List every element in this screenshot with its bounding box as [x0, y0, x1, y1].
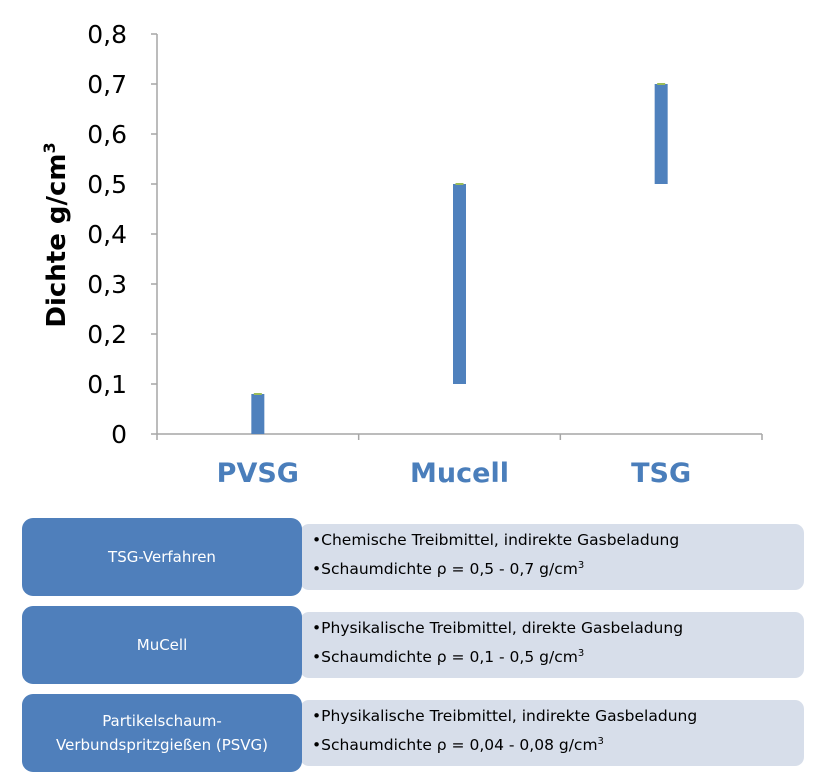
x-ticks: PVSG Mucell TSG: [156, 434, 763, 489]
y-tick-label: 0,3: [87, 270, 127, 299]
chart: 00,10,20,30,40,50,60,70,8 PVSG Mucell TSG …: [40, 20, 763, 489]
y-tick-label: 0,8: [87, 20, 127, 49]
range-bars: [251, 83, 668, 434]
bullet-density-tsg: •Schaumdichte ρ = 0,5 - 0,7 g/cm3: [312, 560, 585, 579]
y-tick-label: 0,5: [87, 170, 127, 199]
row-details-mucell: •Physikalische Treibmittel, direkte Gasb…: [300, 612, 804, 678]
bullet-process-psvg: •Physikalische Treibmittel, indirekte Ga…: [312, 707, 698, 725]
y-tick-label: 0,7: [87, 70, 127, 99]
x-tick-label-mucell: Mucell: [410, 458, 509, 489]
row-label-tsg: TSG-Verfahren: [22, 518, 302, 596]
x-tick-label-tsg: TSG: [631, 458, 691, 489]
bullet-process-tsg: •Chemische Treibmittel, indirekte Gasbel…: [312, 531, 680, 549]
y-tick-label: 0,1: [87, 370, 127, 399]
bullet-process-mucell: •Physikalische Treibmittel, direkte Gasb…: [312, 619, 684, 637]
row-label-mucell: MuCell: [22, 606, 302, 684]
range-bar-pvsg: [251, 394, 265, 434]
y-tick-label: 0: [111, 420, 127, 449]
row-label-psvg: Partikelschaum- Verbundspritzgießen (PSVG…: [22, 694, 302, 772]
row-details-psvg: •Physikalische Treibmittel, indirekte Ga…: [300, 700, 804, 766]
y-ticks: 0 0,1 0,2 0,3 0,4 0,5 0,6 0,7 0,8: [87, 20, 157, 449]
y-tick-label: 0,4: [87, 220, 127, 249]
bullet-density-psvg: •Schaumdichte ρ = 0,04 - 0,08 g/cm3: [312, 736, 604, 755]
bullet-density-mucell: •Schaumdichte ρ = 0,1 - 0,5 g/cm3: [312, 648, 585, 667]
x-tick-label-pvsg: PVSG: [217, 458, 299, 489]
range-bar-mucell: [453, 184, 466, 384]
row-details-tsg: •Chemische Treibmittel, indirekte Gasbel…: [300, 524, 804, 590]
y-tick-label: 0,6: [87, 120, 127, 149]
y-axis-label: Dichte g/cm3: [40, 142, 72, 327]
range-bar-tsg: [654, 84, 668, 184]
y-tick-label: 0,2: [87, 320, 127, 349]
